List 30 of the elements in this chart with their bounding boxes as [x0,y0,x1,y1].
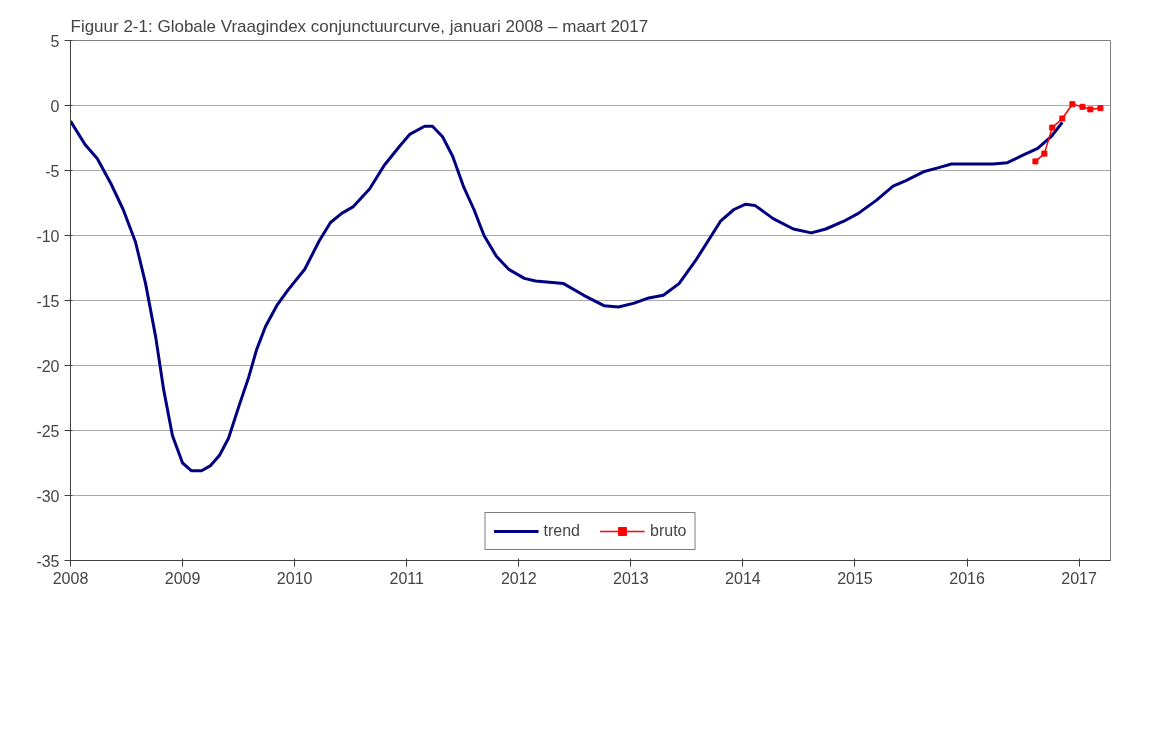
x-tick-label: 2017 [1061,569,1098,587]
x-tick-label: 2016 [949,569,985,587]
x-tick-label: 2013 [613,569,649,587]
point [1097,105,1104,112]
point [1049,124,1056,131]
x-tick-label: 2010 [276,569,313,587]
x-tick-label: 2014 [725,569,761,587]
y-tick-label: -25 [36,422,60,440]
x-tick-label: 2009 [164,569,201,587]
point [1059,115,1066,122]
x-tick-label: 2015 [837,569,873,587]
y-tick-label: -10 [36,227,60,245]
y-tick-label: -15 [36,292,60,310]
y-tick-label: -5 [45,162,60,180]
point [1041,150,1048,157]
point [1087,106,1094,113]
x-tick-label: 2008 [52,569,89,587]
x-tick-label: 2012 [500,569,537,587]
y-tick-label: -35 [36,552,60,570]
y-tick-label: -20 [36,357,60,375]
chart-title: Figuur 2-1: Globale Vraagindex conjunctuurcurve, januari 2008 – maart 2017 [70,16,649,36]
point [1032,158,1039,165]
x-tick-label: 2011 [389,569,425,587]
y-tick-label: 5 [50,32,60,50]
y-tick-label: 0 [50,97,60,115]
point [1079,103,1086,110]
y-tick-label: -30 [36,487,60,505]
legend-label: trend [543,522,580,540]
point [1069,101,1076,108]
legend-label: bruto [650,522,687,540]
